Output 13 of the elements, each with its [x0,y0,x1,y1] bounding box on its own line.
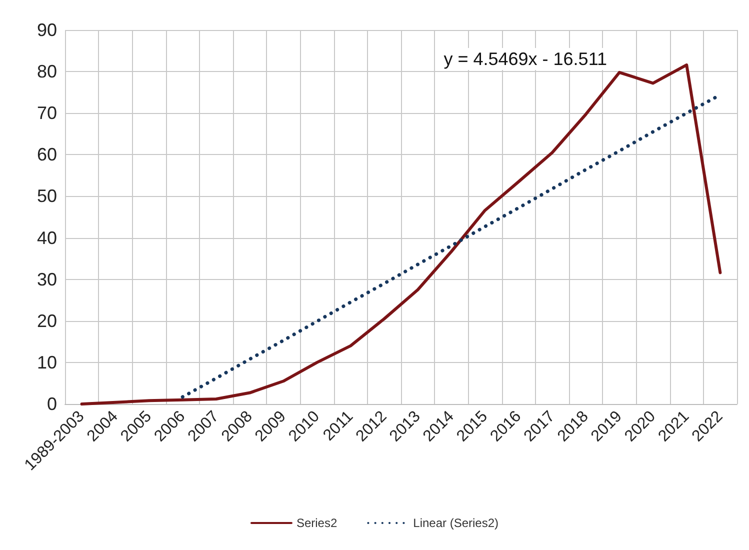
y-tick-label: 50 [36,186,57,206]
y-tick-label: 10 [36,352,57,372]
annotation: y = 4.5469x - 16.511 [444,49,608,69]
y-tick-label: 40 [36,228,57,248]
y-tick-label: 0 [46,394,57,414]
y-tick-label: 90 [36,20,57,40]
legend-label: Linear (Series2) [413,516,499,530]
y-tick-label: 60 [36,144,57,165]
y-tick-label: 30 [36,269,57,290]
legend-label: Series2 [296,516,338,530]
y-tick-label: 70 [36,103,57,124]
y-tick-label: 80 [36,62,57,82]
y-tick-label: 20 [36,310,57,331]
